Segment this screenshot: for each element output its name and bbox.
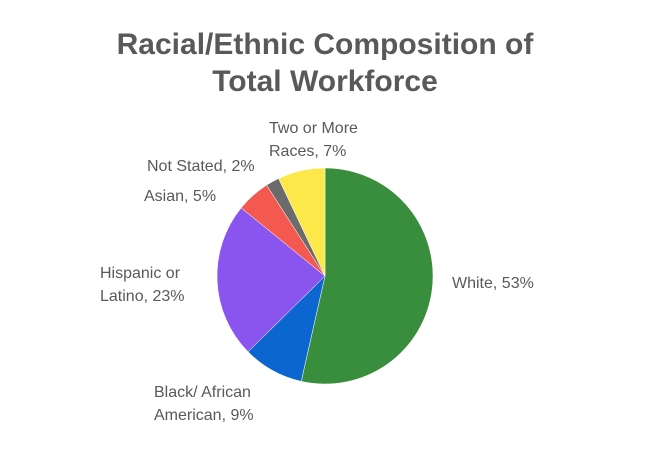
slice-label-asian: Asian, 5% (144, 188, 216, 205)
chart-title: Racial/Ethnic Composition of Total Workf… (117, 28, 535, 98)
slice-label-line: Black/ African (154, 384, 251, 401)
slice-label-white: White, 53% (452, 275, 534, 292)
slice-label-line: Asian, 5% (144, 188, 216, 205)
slice-label-black-african-american: Black/ African American, 9% (154, 384, 254, 424)
slice-label-line: White, 53% (452, 275, 534, 292)
slice-label-line: Not Stated, 2% (147, 158, 255, 175)
pie-slices (217, 168, 433, 384)
slice-label-two-or-more-races: Two or More Races, 7% (269, 120, 358, 160)
slice-label-line: Two or More (269, 120, 358, 137)
slice-label-line: Races, 7% (269, 143, 346, 160)
slice-label-hispanic-or-latino: Hispanic or Latino, 23% (100, 265, 185, 305)
slice-label-line: Latino, 23% (100, 288, 185, 305)
chart-title-line-1: Racial/Ethnic Composition of (117, 28, 535, 61)
chart-title-line-2: Total Workforce (212, 65, 438, 98)
slice-label-line: Hispanic or (100, 265, 181, 282)
slice-label-line: American, 9% (154, 407, 254, 424)
slice-label-not-stated: Not Stated, 2% (147, 158, 255, 175)
